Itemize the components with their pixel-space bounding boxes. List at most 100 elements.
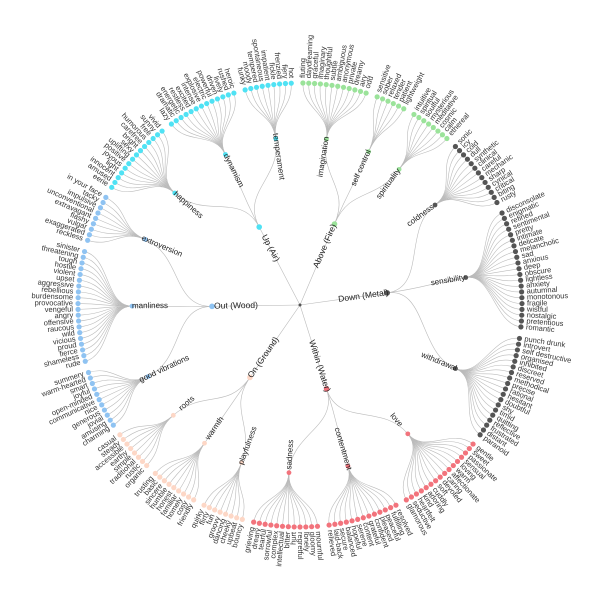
leaf-label: pretentious bbox=[526, 316, 564, 328]
leaf-label: fluting bbox=[298, 58, 307, 78]
leaf-node bbox=[495, 402, 501, 408]
group-node bbox=[463, 275, 469, 280]
link bbox=[326, 92, 367, 140]
leaf-node bbox=[470, 441, 476, 447]
leaf-label: fun bbox=[204, 513, 216, 526]
leaf-node bbox=[78, 341, 85, 347]
leaf-label: autumnal bbox=[526, 285, 558, 296]
leaf-node bbox=[242, 87, 248, 93]
link bbox=[275, 83, 292, 139]
leaf-node bbox=[93, 215, 99, 221]
link bbox=[398, 134, 443, 170]
link bbox=[249, 304, 301, 378]
leaf-node bbox=[144, 462, 150, 469]
group-node bbox=[405, 431, 411, 437]
leaf-node bbox=[262, 521, 268, 527]
leaf-node bbox=[75, 289, 81, 295]
link bbox=[465, 277, 522, 310]
leaf-node bbox=[248, 85, 254, 92]
leaf-node bbox=[450, 462, 456, 469]
link bbox=[80, 274, 133, 307]
leaf-node bbox=[204, 100, 210, 107]
group-node bbox=[345, 463, 351, 469]
leaf-node bbox=[268, 522, 274, 528]
leaf-node bbox=[141, 143, 148, 150]
leaf-node bbox=[212, 507, 218, 513]
category-node bbox=[209, 303, 215, 310]
leaf-node bbox=[374, 94, 380, 100]
group-node bbox=[145, 374, 151, 380]
group-node bbox=[142, 237, 148, 242]
leaf-node bbox=[390, 100, 396, 107]
leaf-node bbox=[185, 494, 192, 500]
leaf-node bbox=[97, 205, 104, 211]
leaf-label: upset bbox=[56, 273, 76, 284]
leaf-label: imaginary bbox=[316, 46, 328, 79]
link bbox=[434, 199, 498, 207]
link bbox=[91, 228, 146, 240]
leaf-node bbox=[340, 84, 347, 90]
link bbox=[334, 169, 400, 225]
leaf-node bbox=[198, 103, 205, 109]
leaf-node bbox=[256, 520, 262, 526]
leaf-node bbox=[458, 454, 465, 460]
leaf-node bbox=[112, 179, 118, 186]
leaf-node bbox=[297, 524, 303, 530]
leaf-node bbox=[135, 454, 142, 460]
leaf-node bbox=[385, 98, 391, 104]
link bbox=[465, 276, 522, 293]
category-node bbox=[323, 386, 330, 392]
leaf-label: sorrowful bbox=[261, 529, 274, 561]
leaf-label: wild bbox=[60, 328, 75, 339]
leaf-label: fickle bbox=[267, 62, 278, 80]
leaf-node bbox=[79, 260, 85, 266]
leaf-node bbox=[217, 509, 223, 515]
leaf-node bbox=[382, 507, 388, 513]
link bbox=[155, 443, 205, 474]
leaf-node bbox=[395, 103, 402, 109]
leaf-node bbox=[173, 118, 179, 124]
link bbox=[398, 130, 439, 170]
link bbox=[105, 197, 146, 240]
link bbox=[84, 251, 133, 307]
leaf-node bbox=[291, 524, 297, 530]
leaf-node bbox=[75, 318, 82, 324]
leaf-node bbox=[512, 358, 518, 364]
leaf-node bbox=[462, 450, 469, 456]
node-label: manliness bbox=[132, 301, 168, 310]
leaf-node bbox=[508, 369, 515, 376]
category-node bbox=[247, 374, 253, 381]
leaf-node bbox=[485, 184, 491, 190]
node-label: spirituality bbox=[374, 167, 402, 201]
link bbox=[88, 370, 149, 381]
node-label: love bbox=[388, 411, 405, 428]
leaf-node bbox=[139, 458, 146, 465]
link bbox=[387, 277, 466, 294]
link bbox=[259, 472, 290, 524]
leaf-label: provocative bbox=[35, 298, 73, 307]
link bbox=[274, 83, 286, 139]
leaf-node bbox=[360, 515, 366, 521]
leaf-node bbox=[231, 90, 237, 96]
link bbox=[299, 223, 335, 306]
link bbox=[465, 277, 522, 316]
leaf-node bbox=[439, 132, 446, 138]
link bbox=[347, 465, 386, 511]
link bbox=[325, 139, 340, 225]
category-node bbox=[331, 221, 338, 227]
group-node bbox=[432, 202, 438, 208]
leaf-node bbox=[178, 114, 184, 121]
link bbox=[204, 377, 251, 444]
leaf-node bbox=[277, 81, 283, 87]
link bbox=[398, 120, 425, 170]
group-node bbox=[366, 149, 372, 155]
leaf-label: sad bbox=[521, 249, 535, 260]
node-label: extroversion bbox=[140, 233, 184, 258]
leaf-node bbox=[265, 82, 271, 88]
leaf-node bbox=[507, 375, 513, 381]
leaf-node bbox=[442, 470, 448, 476]
link bbox=[85, 305, 133, 362]
leaf-node bbox=[300, 80, 306, 86]
leaf-node bbox=[157, 474, 163, 480]
leaf-node bbox=[228, 513, 234, 519]
